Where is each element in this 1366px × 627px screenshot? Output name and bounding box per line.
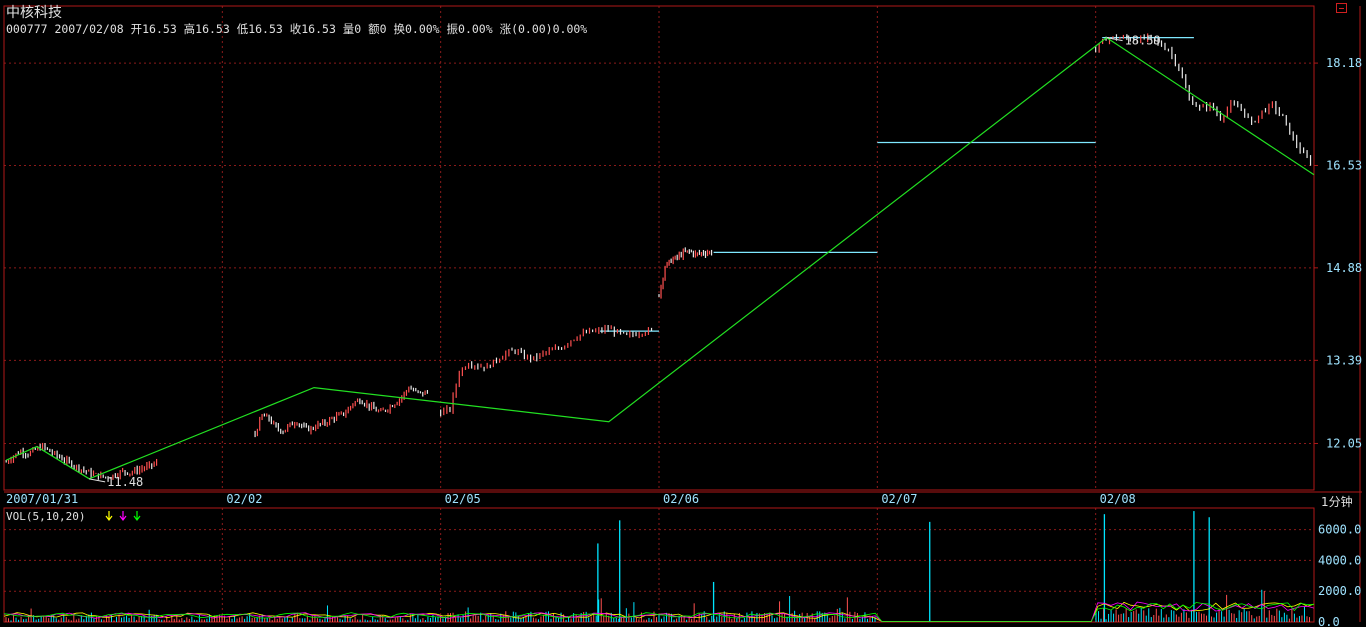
ma-arrow-icon xyxy=(119,511,127,521)
price-tick-label: 14.88 xyxy=(1326,261,1362,275)
quote-info-line: 000777 2007/02/08 开16.53 高16.53 低16.53 收… xyxy=(6,22,588,36)
price-tick-label: 12.05 xyxy=(1326,436,1362,450)
date-label: 02/08 xyxy=(1100,492,1136,506)
date-label: 02/05 xyxy=(445,492,481,506)
trend-line xyxy=(5,36,1315,480)
zigzag-trend-line xyxy=(5,36,1315,480)
annotation-leader xyxy=(1106,37,1123,42)
price-tick-label: 13.39 xyxy=(1326,353,1362,367)
axis-labels: 12.05 13.39 14.88 16.53 18.18 2007/01/31 02/02… xyxy=(6,34,1362,627)
ma-line-20 xyxy=(3,602,1315,622)
price-tick-label: 16.53 xyxy=(1326,158,1362,172)
date-label: 02/06 xyxy=(663,492,699,506)
volume-tick-label: 0.0 xyxy=(1318,615,1340,627)
date-label: 2007/01/31 xyxy=(6,492,78,506)
price-bars xyxy=(5,33,1312,482)
stock-name: 中核科技 xyxy=(6,5,62,21)
volume-tick-label: 4000.0 xyxy=(1318,553,1361,567)
volume-tick-label: 2000.0 xyxy=(1318,584,1361,598)
date-label: 02/02 xyxy=(226,492,262,506)
window-restore-icon[interactable] xyxy=(1336,3,1347,13)
volume-tick-label: 6000.0 xyxy=(1318,523,1361,537)
volume-bars xyxy=(3,511,1315,622)
grid xyxy=(4,6,1318,622)
high-price-label: 18.59 xyxy=(1125,34,1161,48)
level-lines xyxy=(600,37,1194,332)
annotation-leader xyxy=(89,478,106,483)
price-panel-border xyxy=(3,5,1315,491)
price-tick-label: 18.18 xyxy=(1326,56,1362,70)
timeframe-label[interactable]: 1分钟 xyxy=(1321,495,1353,509)
chart-frame xyxy=(3,5,1362,623)
volume-indicator-label: VOL(5,10,20) xyxy=(6,510,86,523)
ma-arrow-icon xyxy=(105,511,113,521)
low-price-label: 11.48 xyxy=(107,475,143,489)
ma-arrow-icon xyxy=(133,511,141,521)
date-label: 02/07 xyxy=(881,492,917,506)
